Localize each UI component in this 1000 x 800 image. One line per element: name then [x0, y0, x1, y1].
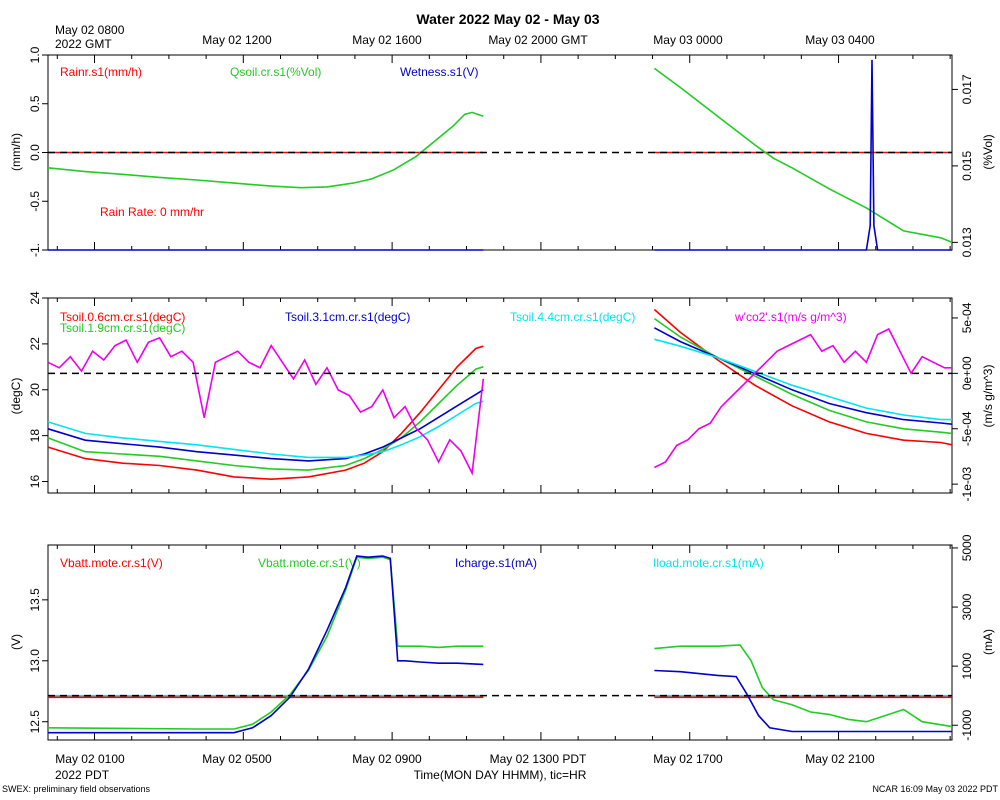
series-line-green — [47, 556, 484, 730]
y-tick-label-left: -1. — [28, 243, 42, 257]
rain-rate-annotation: Rain Rate: 0 mm/hr — [100, 205, 204, 219]
ylabel-volpct: (%Vol) — [981, 134, 995, 169]
y-tick-label-right: -5e-04 — [960, 411, 974, 446]
y-tick-label-left: 13.0 — [28, 649, 42, 673]
panel-temperature-frame — [47, 297, 953, 494]
legend-rainr: Rainr.s1(mm/h) — [60, 65, 142, 79]
series-line-green — [653, 317, 953, 435]
legend-tsoil-19: Tsoil.1.9cm.cr.s1(degC) — [60, 321, 185, 335]
y-tick-label-left: 12.5 — [28, 710, 42, 734]
y-tick-label-left: 13.5 — [28, 588, 42, 612]
legend-icharge: Icharge.s1(mA) — [455, 556, 537, 570]
series-line-green — [654, 644, 953, 728]
top-time-label-1: May 02 1200 — [202, 33, 272, 47]
panel-power-frame — [47, 544, 953, 741]
series-line-blue — [48, 555, 484, 734]
series-line-green — [47, 366, 484, 471]
legend-qsoil: Qsoil.cr.s1(%Vol) — [230, 65, 321, 79]
legend-wetness: Wetness.s1(V) — [400, 65, 478, 79]
series-line-green — [47, 111, 484, 189]
legend-wco2: w'co2'.s1(m/s g/m^3) — [734, 310, 847, 324]
series-line-cyan — [654, 338, 952, 421]
top-time-label-5: May 03 0400 — [805, 33, 875, 47]
bottom-time-label-2: May 02 0500 — [202, 752, 272, 766]
y-tick-label-right: 3000 — [960, 593, 974, 620]
legend-vbatt-red: Vbatt.mote.cr.s1(V) — [60, 556, 163, 570]
y-tick-label-left: 16 — [28, 475, 42, 489]
series-line-red — [653, 308, 953, 446]
top-start-label-1: May 02 0800 — [55, 23, 125, 37]
y-tick-label-right: 5000 — [960, 534, 974, 561]
y-tick-label-left: 22 — [28, 337, 42, 351]
plot-layer: -1. -0.5 0.0 0.5 1.0 0.013 0.015 0.017 16 18 20 22 2… — [28, 46, 974, 740]
bottom-time-label-3: May 02 0900 — [352, 752, 422, 766]
y-tick-label-right: 0.017 — [960, 74, 974, 104]
y-tick-label-right: 0.013 — [960, 227, 974, 257]
y-tick-label-right: -1e-03 — [960, 466, 974, 501]
footer-right: NCAR 16:09 May 03 2022 PDT — [872, 784, 998, 794]
legend-tsoil-31: Tsoil.3.1cm.cr.s1(degC) — [285, 310, 410, 324]
y-tick-label-left: 18 — [28, 429, 42, 443]
top-time-label-3: May 02 2000 GMT — [488, 33, 588, 47]
series-line-red — [47, 345, 484, 481]
chart-title: Water 2022 May 02 - May 03 — [416, 11, 599, 27]
y-tick-label-right: 5e-04 — [960, 302, 974, 333]
bottom-time-label-4: May 02 1300 PDT — [490, 752, 587, 766]
y-tick-label-right: 0.015 — [960, 151, 974, 181]
legend-vbatt-green: Vbatt.mote.cr.s1(V) — [258, 556, 361, 570]
y-tick-label-left: -0.5 — [28, 191, 42, 212]
ylabel-flux: (m/s g/m^3) — [981, 365, 995, 428]
series-line-magenta — [47, 336, 485, 476]
footer-left: SWEX: preliminary field observations — [2, 784, 151, 794]
top-start-label-2: 2022 GMT — [55, 37, 112, 51]
bottom-time-label-6: May 02 2100 — [805, 752, 875, 766]
y-tick-label-right: 1000 — [960, 652, 974, 679]
top-time-label-2: May 02 1600 — [352, 33, 422, 47]
series-line-blue — [47, 389, 484, 462]
x-axis-title: Time(MON DAY HHMM), tic=HR — [414, 768, 587, 782]
series-line-magenta — [654, 327, 952, 469]
y-tick-label-left: 20 — [28, 383, 42, 397]
legend-tsoil-06: Tsoil.0.6cm.cr.s1(degC) — [60, 310, 185, 324]
legend-iload: Iload.mote.cr.s1(mA) — [653, 556, 764, 570]
top-time-label-4: May 03 0000 — [653, 33, 723, 47]
series-line-blue — [654, 327, 953, 425]
bottom-start-label: 2022 PDT — [55, 768, 110, 782]
y-tick-label-right: 0e+00 — [960, 356, 974, 390]
ylabel-degc: (degC) — [9, 378, 23, 415]
series-line-blue — [654, 59, 952, 251]
y-tick-label-left: 0.5 — [28, 95, 42, 112]
ylabel-ma: (mA) — [981, 629, 995, 655]
bottom-time-label-1: May 02 0100 — [55, 752, 125, 766]
ylabel-mmh: (mm/h) — [9, 133, 23, 171]
y-tick-label-right: -1000 — [960, 710, 974, 741]
ylabel-volts: (V) — [9, 634, 23, 650]
series-line-blue — [654, 669, 952, 733]
series-line-green — [653, 67, 953, 244]
legend-tsoil-44: Tsoil.4.4cm.cr.s1(degC) — [510, 310, 635, 324]
y-tick-label-left: 24 — [28, 291, 42, 305]
bottom-time-label-5: May 02 1700 — [653, 752, 723, 766]
series-line-cyan — [47, 400, 484, 459]
y-tick-label-left: 0.0 — [28, 144, 42, 161]
y-tick-label-left: 1.0 — [28, 46, 42, 63]
